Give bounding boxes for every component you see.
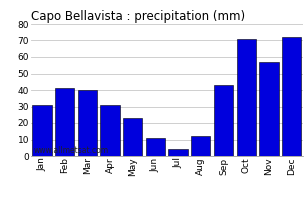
Bar [123,118,142,156]
Bar [55,88,74,156]
Bar [237,39,256,156]
Bar [100,105,120,156]
Bar [259,62,278,156]
Bar [78,90,97,156]
Bar [282,37,301,156]
Bar [169,149,188,156]
Bar [191,136,211,156]
Bar [32,105,52,156]
Bar [146,138,165,156]
Text: Capo Bellavista : precipitation (mm): Capo Bellavista : precipitation (mm) [31,10,245,23]
Text: www.allmetsat.com: www.allmetsat.com [33,146,108,155]
Bar [214,85,233,156]
